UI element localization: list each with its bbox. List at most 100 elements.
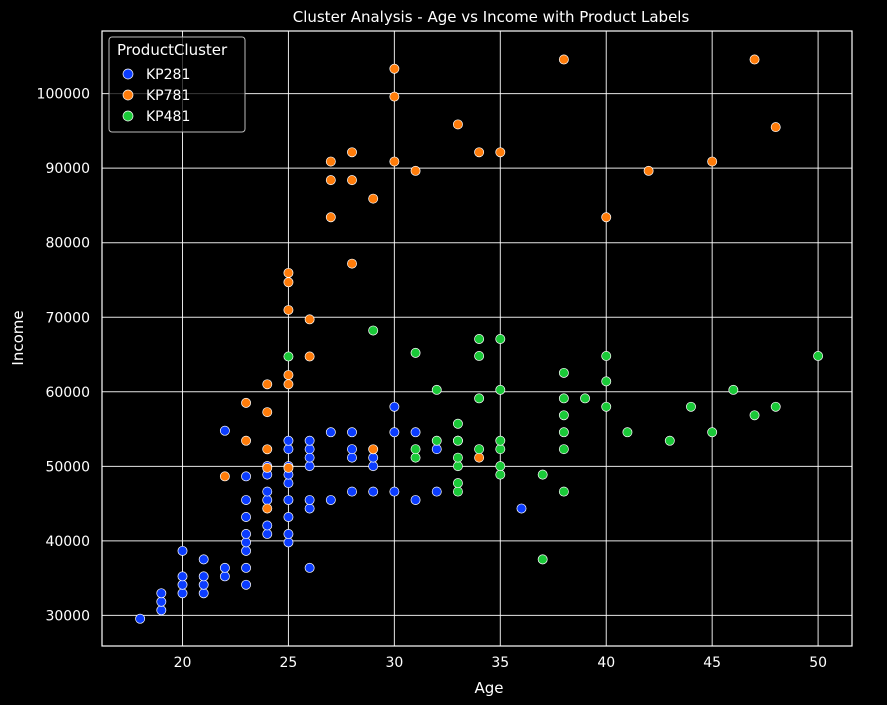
data-point: [135, 613, 146, 624]
data-points: [135, 54, 824, 624]
legend-title: ProductCluster: [117, 41, 228, 59]
legend-label: KP781: [146, 88, 190, 104]
legend-marker: [122, 110, 134, 122]
data-point: [219, 562, 230, 573]
data-point: [452, 486, 463, 497]
grid: [102, 31, 852, 646]
data-point: [283, 495, 294, 505]
data-point: [262, 444, 273, 455]
data-point: [452, 119, 463, 130]
data-point: [431, 486, 442, 497]
data-point: [495, 435, 506, 446]
y-axis-label: Income: [9, 310, 27, 365]
x-tick-label: 30: [385, 655, 403, 671]
data-point: [304, 351, 315, 362]
data-point: [558, 367, 569, 378]
data-point: [241, 537, 252, 548]
data-point: [304, 452, 315, 463]
data-point: [495, 469, 506, 480]
data-point: [283, 462, 294, 473]
data-point: [622, 427, 633, 438]
data-point: [347, 147, 357, 158]
y-tick-label: 90000: [45, 161, 90, 177]
data-point: [283, 379, 294, 390]
data-point: [241, 471, 252, 482]
series-kp281: [135, 401, 527, 624]
data-point: [304, 562, 315, 573]
legend-items: KP281 KP781 KP481: [122, 67, 190, 125]
data-point: [304, 461, 315, 472]
x-tick-label: 40: [597, 655, 615, 671]
data-point: [495, 461, 506, 472]
y-tick-label: 50000: [45, 459, 90, 475]
data-point: [558, 393, 569, 404]
data-point: [283, 351, 294, 362]
data-point: [262, 462, 273, 473]
x-tick-label: 45: [703, 655, 721, 671]
data-point: [283, 537, 294, 548]
data-point: [558, 486, 569, 497]
data-point: [686, 401, 696, 412]
data-point: [241, 435, 252, 446]
legend-marker: [122, 68, 134, 80]
data-point: [558, 54, 569, 65]
data-point: [283, 277, 294, 288]
data-point: [431, 435, 442, 446]
x-axis-label: Age: [474, 679, 503, 697]
data-point: [389, 156, 400, 167]
data-point: [389, 486, 400, 497]
data-point: [347, 175, 357, 186]
data-point: [474, 147, 485, 158]
x-tick-labels: 20 25 30 35 40 45 50: [174, 655, 827, 671]
data-point: [241, 562, 252, 573]
data-point: [749, 410, 760, 421]
data-point: [474, 351, 485, 361]
x-tick-label: 20: [174, 655, 192, 671]
data-point: [325, 175, 336, 186]
data-point: [219, 471, 230, 482]
data-point: [474, 452, 485, 463]
data-point: [241, 545, 252, 556]
data-point: [601, 376, 612, 387]
data-point: [177, 588, 188, 599]
data-point: [410, 444, 421, 455]
data-point: [219, 571, 230, 582]
data-point: [389, 91, 400, 102]
data-point: [156, 588, 167, 599]
data-point: [283, 444, 294, 455]
data-point: [198, 588, 209, 599]
data-point: [262, 486, 273, 497]
data-point: [283, 528, 294, 539]
data-point: [177, 571, 188, 582]
data-point: [537, 469, 548, 480]
data-point: [452, 435, 463, 446]
data-point: [558, 444, 569, 455]
data-point: [643, 165, 654, 176]
data-point: [325, 156, 336, 167]
x-tick-label: 50: [809, 655, 827, 671]
data-point: [262, 495, 273, 505]
data-point: [495, 384, 506, 395]
data-point: [347, 486, 357, 497]
data-point: [325, 495, 336, 505]
y-tick-label: 40000: [45, 534, 90, 550]
data-point: [410, 165, 421, 176]
data-point: [452, 478, 463, 489]
data-point: [177, 579, 188, 590]
data-point: [580, 393, 591, 404]
data-point: [283, 512, 294, 522]
data-point: [304, 444, 315, 455]
legend: ProductCluster KP281 KP781 KP481: [108, 36, 246, 133]
data-point: [262, 407, 273, 418]
data-point: [283, 305, 294, 316]
y-tick-labels: 30000 40000 50000 60000 70000 80000 90000 10000…: [37, 87, 90, 625]
data-point: [283, 370, 294, 380]
data-point: [177, 545, 188, 556]
x-tick-label: 25: [280, 655, 298, 671]
data-point: [198, 579, 209, 590]
data-point: [474, 334, 485, 344]
data-point: [537, 554, 548, 565]
data-point: [813, 351, 824, 361]
chart-title: Cluster Analysis - Age vs Income with Pr…: [293, 8, 690, 26]
